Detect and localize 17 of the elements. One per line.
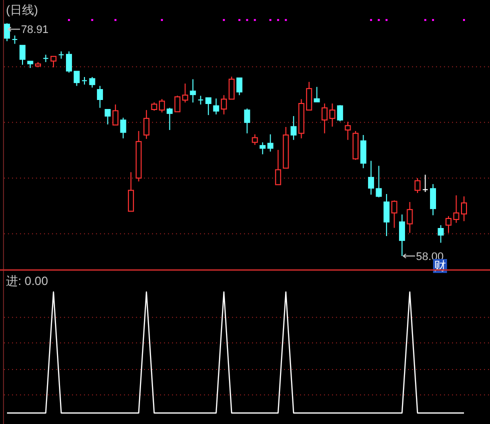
candlestick <box>42 54 49 63</box>
candlestick <box>368 160 374 196</box>
annotation: 78.91 <box>21 24 49 36</box>
candlestick <box>406 202 413 234</box>
chart-title: (日线) <box>6 3 38 17</box>
candlestick <box>213 98 220 115</box>
candlestick <box>267 134 274 152</box>
candlestick <box>322 102 328 134</box>
candlestick <box>136 130 142 182</box>
candlestick <box>290 116 297 140</box>
chart-title: 进: 0.00 <box>6 274 48 288</box>
candlestick <box>190 78 196 103</box>
candlestick <box>329 102 336 128</box>
candlestick <box>360 134 366 169</box>
candlestick <box>399 214 406 256</box>
candlestick <box>384 193 390 237</box>
candlestick <box>438 224 444 244</box>
